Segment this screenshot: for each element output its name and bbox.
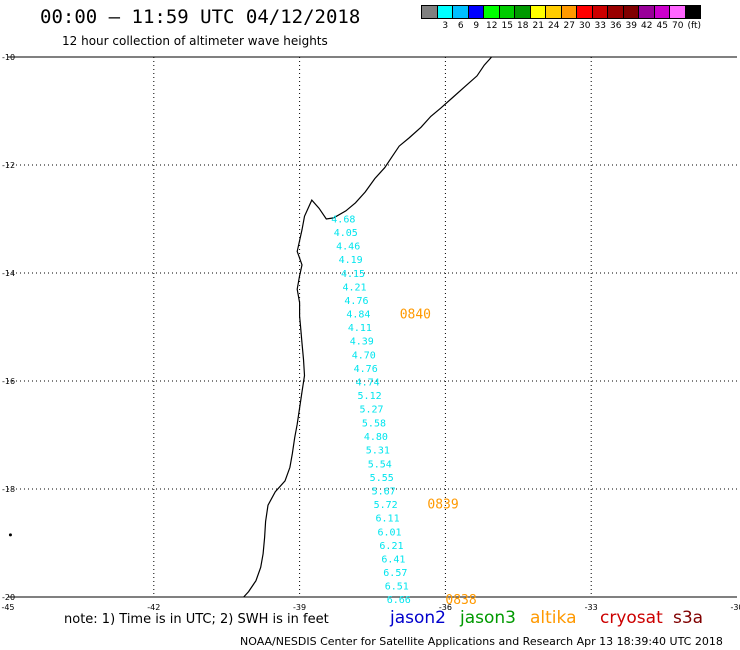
coastline — [8, 56, 493, 598]
colorbar-label: 30 — [579, 21, 591, 31]
colorbar-labels: 3 6 9 12 15 18 21 24 27 30 33 36 39 42 45 70 (ft) — [422, 21, 740, 35]
lat-tick-label: -16 — [2, 377, 15, 386]
wave-height-value: 5.58 — [362, 419, 386, 430]
map-title: 00:00 – 11:59 UTC 04/12/2018 — [40, 6, 361, 28]
note-text: note: 1) Time is in UTC; 2) SWH is in fe… — [64, 612, 329, 627]
wave-height-value: 4.05 — [334, 228, 358, 239]
wave-height-value: 4.80 — [364, 432, 388, 443]
colorbar-unit: (ft) — [687, 21, 702, 31]
lat-tick-label: -10 — [2, 53, 15, 62]
lon-tick-label: -42 — [147, 603, 160, 612]
colorbar-label: 27 — [563, 21, 575, 31]
colorbar-label: 12 — [486, 21, 498, 31]
island-marker — [8, 533, 12, 537]
wave-height-value: 4.21 — [342, 283, 366, 294]
pass-time-labels: 0840 0839 0838 — [400, 308, 477, 609]
wave-height-value: 4.11 — [348, 323, 372, 334]
footer-credit: NOAA/NESDIS Center for Satellite Applica… — [240, 635, 723, 648]
wave-height-value: 6.01 — [377, 528, 401, 539]
lon-tick-label: -30 — [730, 603, 740, 612]
wave-height-value: 6.66 — [387, 595, 411, 606]
wave-height-value: 5.31 — [366, 446, 390, 457]
lat-lon-grid — [8, 56, 737, 598]
colorbar-label: 42 — [641, 21, 653, 31]
wave-height-value: 4.76 — [354, 364, 378, 375]
colorbar-label: 3 — [442, 21, 449, 31]
map-subtitle: 12 hour collection of altimeter wave hei… — [62, 34, 328, 48]
wave-height-value: 6.41 — [381, 555, 405, 566]
wave-height-value: 5.72 — [374, 500, 398, 511]
colorbar-label: 18 — [517, 21, 529, 31]
wave-height-value: 4.19 — [339, 255, 363, 266]
legend-jason2: jason2 — [390, 608, 446, 628]
wave-height-value: 5.54 — [368, 460, 392, 471]
legend-s3a: s3a — [673, 608, 704, 628]
wave-height-value: 4.39 — [350, 337, 374, 348]
colorbar-label: 33 — [594, 21, 606, 31]
lat-tick-label: -12 — [2, 161, 15, 170]
colorbar-label: 21 — [532, 21, 544, 31]
colorbar-label: 45 — [656, 21, 668, 31]
colorbar-label: 15 — [501, 21, 513, 31]
wave-height-value: 4.46 — [336, 241, 360, 252]
axis-ticks: -10 -12 -14 -16 -18 -20-45 -42 -39 -36 -33 -30 — [1, 53, 740, 612]
colorbar-label: 70 — [672, 21, 684, 31]
wave-height-value: 5.55 — [370, 473, 394, 484]
wave-height-value: 5.27 — [359, 405, 383, 416]
pass-time-label: 0839 — [427, 498, 458, 513]
wave-height-value: 4.70 — [352, 351, 376, 362]
wave-height-value: 6.57 — [383, 568, 407, 579]
lon-tick-label: -39 — [293, 603, 306, 612]
wave-height-value: 4.74 — [356, 378, 380, 389]
pass-time-label: 0840 — [400, 308, 431, 323]
wave-height-value: 5.12 — [358, 391, 382, 402]
lon-tick-label: -45 — [1, 603, 14, 612]
legend-altika: altika — [530, 608, 577, 628]
wave-height-value: 5.67 — [372, 487, 396, 498]
wave-height-value: 4.84 — [346, 310, 370, 321]
colorbar-label: 6 — [457, 21, 464, 31]
lat-tick-label: -14 — [2, 269, 15, 278]
colorbar-label: 24 — [548, 21, 560, 31]
wave-height-value: 4.76 — [344, 296, 368, 307]
wave-height-value: 4.15 — [341, 269, 365, 280]
colorbar-label: 36 — [610, 21, 622, 31]
colorbar — [421, 5, 701, 19]
colorbar-label: 9 — [473, 21, 480, 31]
pass-time-label: 0838 — [445, 593, 476, 608]
colorbar-label: 39 — [625, 21, 637, 31]
lon-tick-label: -36 — [439, 603, 452, 612]
altimeter-track: 4.68 4.05 4.46 4.19 4.15 4.21 4.76 4.84 4.11 4.39… — [331, 214, 410, 606]
lon-tick-label: -33 — [585, 603, 598, 612]
colorbar-swatch — [684, 5, 701, 19]
wave-height-value: 6.21 — [379, 541, 403, 552]
legend-jason3: jason3 — [460, 608, 516, 628]
lat-tick-label: -20 — [2, 593, 15, 602]
wave-height-value: 6.51 — [385, 582, 409, 593]
wave-height-value: 6.11 — [376, 514, 400, 525]
coastline-path — [243, 56, 493, 598]
lat-tick-label: -18 — [2, 485, 15, 494]
legend-cryosat: cryosat — [600, 608, 663, 628]
wave-height-value: 4.68 — [331, 214, 355, 225]
